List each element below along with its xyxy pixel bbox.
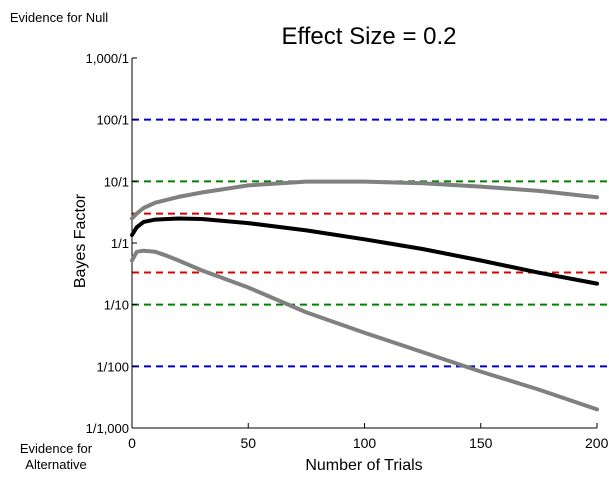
- x-tick-label: 100: [353, 435, 377, 451]
- x-tick-label: 150: [469, 435, 493, 451]
- chart-title: Effect Size = 0.2: [282, 23, 457, 50]
- x-axis-label: Number of Trials: [305, 457, 422, 474]
- y-tick-label: 1/1,000: [86, 421, 129, 436]
- y-tick-label: 1/100: [96, 359, 129, 374]
- y-tick-label: 100/1: [96, 113, 129, 128]
- y-tick-label: 1,000/1: [86, 51, 129, 66]
- series-line-2: [130, 248, 599, 412]
- x-tick-label: 200: [585, 435, 609, 451]
- x-tick-label: 0: [128, 435, 136, 451]
- y-tick-label: 10/1: [104, 174, 129, 189]
- series-layer: [130, 179, 599, 412]
- evidence-for-null-label: Evidence for Null: [9, 10, 109, 25]
- y-axis-label: Bayes Factor: [72, 193, 89, 288]
- series-line-0: [130, 179, 599, 221]
- reference-lines: [132, 118, 609, 368]
- y-tick-label: 1/10: [104, 298, 129, 313]
- series-line-1: [130, 216, 599, 286]
- evidence-for-alternative-label: Evidence for Alternative: [19, 441, 93, 472]
- x-tick-label: 50: [240, 435, 256, 451]
- axes: [131, 58, 597, 429]
- y-tick-label: 1/1: [111, 236, 129, 251]
